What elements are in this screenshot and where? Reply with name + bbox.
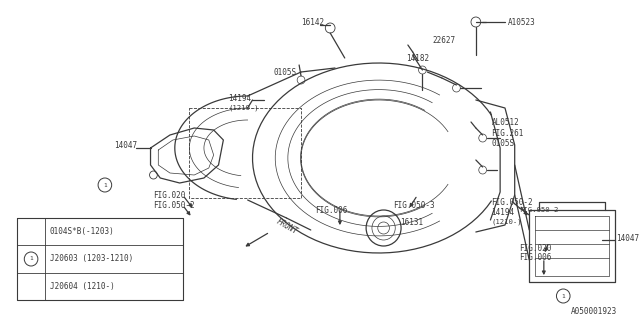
Text: FIG.006: FIG.006: [316, 205, 348, 214]
Text: A10523: A10523: [508, 18, 536, 27]
Text: 14194: 14194: [492, 207, 515, 217]
Text: 0105S: 0105S: [492, 139, 515, 148]
Text: A050001923: A050001923: [570, 308, 617, 316]
Text: AL0512: AL0512: [492, 117, 519, 126]
Text: FIG.050-3: FIG.050-3: [394, 201, 435, 210]
Text: J20603 (1203-1210): J20603 (1203-1210): [49, 254, 132, 263]
Text: (1210-): (1210-): [228, 105, 259, 111]
Text: FIG.020: FIG.020: [520, 244, 552, 252]
Text: 16142: 16142: [301, 18, 324, 27]
Text: FIG.261: FIG.261: [492, 129, 524, 138]
Text: 14047: 14047: [616, 234, 639, 243]
Text: 1: 1: [561, 293, 565, 299]
Text: (1210-): (1210-): [492, 219, 522, 225]
Text: 1: 1: [29, 257, 33, 261]
Text: 14194: 14194: [228, 93, 252, 102]
Text: FIG.050-2: FIG.050-2: [154, 201, 195, 210]
Text: 22627: 22627: [432, 36, 455, 44]
Text: 0105S: 0105S: [274, 68, 297, 76]
Text: J20604 (1210-): J20604 (1210-): [49, 282, 115, 291]
Text: FIG.006: FIG.006: [520, 253, 552, 262]
Text: 14182: 14182: [406, 53, 429, 62]
Text: FIG.020: FIG.020: [154, 190, 186, 199]
Text: 16131: 16131: [400, 218, 423, 227]
Text: FRONT: FRONT: [274, 217, 299, 237]
Text: 1: 1: [103, 182, 107, 188]
Text: FIG.050-2: FIG.050-2: [520, 207, 559, 213]
Text: FIG.050-2: FIG.050-2: [492, 197, 533, 206]
Text: 0104S*B(-1203): 0104S*B(-1203): [49, 227, 115, 236]
Text: 14047: 14047: [115, 140, 138, 149]
